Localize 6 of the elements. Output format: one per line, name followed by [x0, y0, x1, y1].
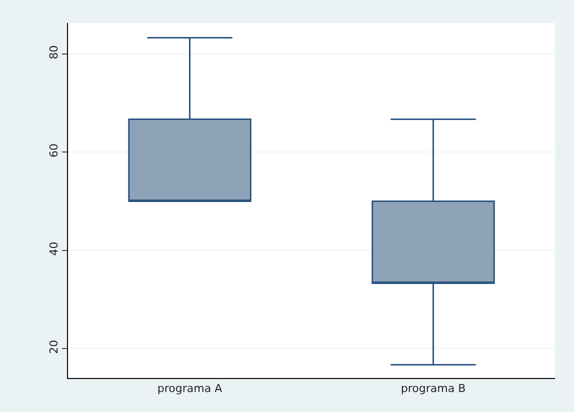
- y-tick-label: 20: [48, 340, 61, 354]
- x-tick-label: programa A: [157, 382, 223, 396]
- y-tick-label: 60: [48, 143, 61, 158]
- y-tick-label: 40: [48, 242, 61, 256]
- y-tick-label: 80: [48, 45, 61, 60]
- x-tick-label: programa B: [400, 382, 466, 396]
